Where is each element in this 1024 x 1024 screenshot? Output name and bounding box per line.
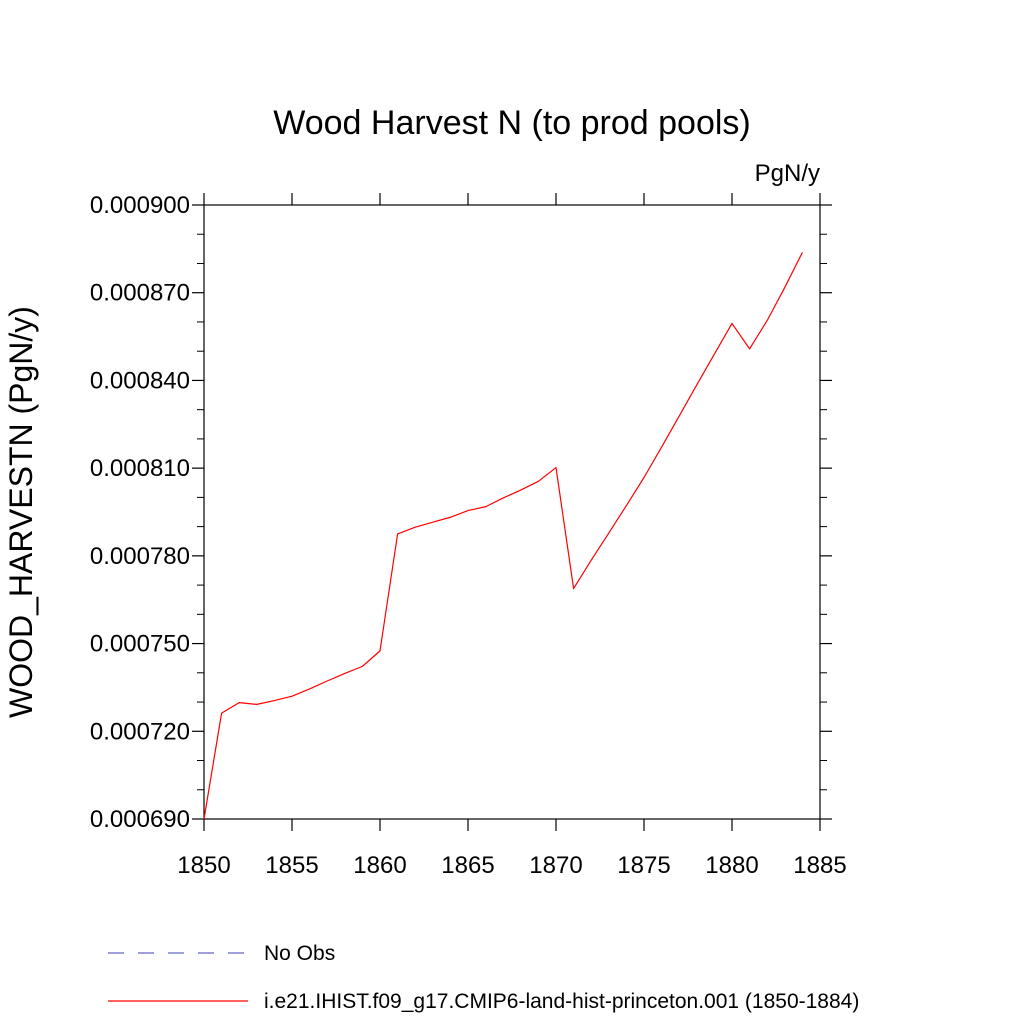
legend: No Obs i.e21.IHIST.f09_g17.CMIP6-land-hi… [108, 942, 859, 1013]
units-label: PgN/y [755, 160, 820, 187]
series-line-0 [203, 252, 803, 820]
legend-label-series: i.e21.IHIST.f09_g17.CMIP6-land-hist-prin… [264, 990, 859, 1013]
y-tick-label: 0.000810 [90, 455, 190, 482]
y-tick-label: 0.000720 [90, 718, 190, 745]
x-tick-labels: 1850 1855 1860 1865 1870 1875 1880 1885 [177, 852, 846, 879]
y-tick-label: 0.000840 [90, 367, 190, 394]
x-tick-label: 1880 [705, 852, 758, 879]
series-group [203, 252, 803, 820]
x-tick-label: 1875 [617, 852, 670, 879]
y-tick-label: 0.000780 [90, 543, 190, 570]
legend-label-no-obs: No Obs [264, 942, 335, 965]
y-tick-label: 0.000750 [90, 631, 190, 658]
y-tick-label: 0.000690 [90, 806, 190, 833]
major-ticks [192, 193, 832, 831]
x-tick-label: 1885 [793, 852, 846, 879]
plot-frame [203, 204, 821, 820]
x-tick-label: 1865 [441, 852, 494, 879]
x-tick-label: 1870 [529, 852, 582, 879]
chart-title: Wood Harvest N (to prod pools) [273, 104, 750, 142]
y-tick-labels: 0.000690 0.000720 0.000750 0.000780 0.000810… [90, 192, 190, 833]
y-axis-label: WOOD_HARVESTN (PgN/y) [3, 306, 39, 718]
x-tick-label: 1860 [353, 852, 406, 879]
y-tick-label: 0.000870 [90, 280, 190, 307]
x-tick-label: 1855 [265, 852, 318, 879]
y-tick-label: 0.000900 [90, 192, 190, 219]
x-tick-label: 1850 [177, 852, 230, 879]
minor-ticks [197, 233, 827, 791]
